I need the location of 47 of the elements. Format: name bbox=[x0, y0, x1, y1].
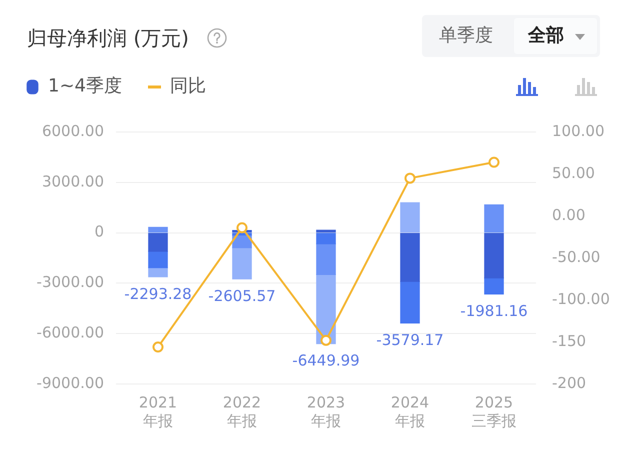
total-label: -3579.17 bbox=[376, 331, 444, 350]
point bbox=[152, 342, 164, 353]
y-tick-label: 6000.00 bbox=[42, 122, 104, 140]
bar bbox=[148, 232, 168, 252]
bar bbox=[484, 232, 504, 278]
total-label: -2605.57 bbox=[208, 286, 276, 305]
y2-tick-label: 100.00 bbox=[552, 122, 604, 140]
bar bbox=[400, 232, 420, 282]
bar bbox=[316, 274, 336, 344]
bar bbox=[148, 251, 168, 268]
y2-tick-label: -150 bbox=[552, 332, 586, 350]
total-label: -1981.16 bbox=[460, 302, 528, 320]
y2-tick-label: -200 bbox=[552, 374, 586, 392]
point bbox=[404, 172, 416, 184]
x-tick-label: 2025 三季报 bbox=[472, 393, 516, 430]
bar bbox=[484, 204, 504, 233]
total-label: -2293.28 bbox=[124, 284, 192, 303]
bar bbox=[232, 247, 252, 280]
bar bbox=[400, 281, 420, 324]
legend-label: 同比 bbox=[170, 76, 206, 97]
y2-tick-label: 0.00 bbox=[552, 206, 586, 224]
bar bbox=[148, 267, 168, 278]
x-tick-label: 2023 年报 bbox=[306, 393, 346, 430]
y2-tick-label: -50.00 bbox=[552, 248, 600, 266]
y2-tick-label: 50.00 bbox=[552, 164, 595, 182]
point bbox=[320, 334, 332, 346]
point bbox=[236, 222, 248, 234]
y-tick-label: -6000.00 bbox=[36, 323, 104, 342]
point bbox=[488, 156, 500, 168]
x-tick-label: 2024 年报 bbox=[390, 393, 430, 430]
bar bbox=[316, 244, 336, 275]
legend-label: 1~4季度 bbox=[48, 76, 122, 97]
y-tick-label: 0 bbox=[94, 222, 104, 241]
bar bbox=[316, 232, 336, 244]
y-tick-label: 3000.00 bbox=[42, 172, 104, 190]
y-tick-label: -3000.00 bbox=[36, 273, 104, 292]
segmented-control: 单季度 全部 bbox=[422, 15, 600, 57]
x-tick-label: 2021 年报 bbox=[138, 393, 178, 430]
y2-tick-label: -100.00 bbox=[552, 290, 610, 308]
bar bbox=[148, 226, 168, 233]
x-tick-label: 2022 年报 bbox=[222, 393, 262, 430]
y-tick-label: -9000.00 bbox=[36, 374, 104, 392]
total-label: -6449.99 bbox=[292, 352, 360, 370]
dropdown: 全部 bbox=[514, 18, 597, 54]
bar bbox=[400, 202, 420, 233]
bar bbox=[484, 278, 504, 294]
chart-title: 归母净利润 (万元) bbox=[27, 25, 189, 51]
